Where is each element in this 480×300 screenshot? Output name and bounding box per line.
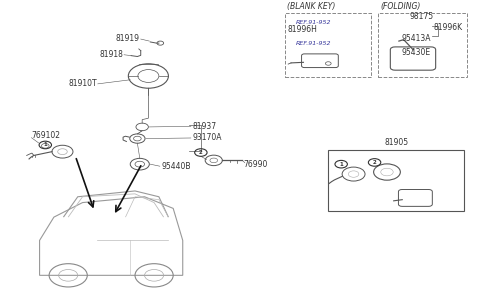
- Text: 81905: 81905: [384, 138, 408, 147]
- Text: 93170A: 93170A: [192, 134, 222, 142]
- Text: (FOLDING): (FOLDING): [380, 2, 420, 11]
- Text: 95413A: 95413A: [401, 34, 431, 43]
- Text: 81996K: 81996K: [433, 23, 462, 32]
- Text: 98175: 98175: [409, 12, 433, 21]
- Text: 1: 1: [43, 142, 47, 148]
- Text: (BLANK KEY): (BLANK KEY): [287, 2, 336, 11]
- Text: 81996H: 81996H: [287, 25, 317, 34]
- Text: 2: 2: [199, 150, 203, 155]
- Text: 95430E: 95430E: [401, 48, 431, 57]
- Text: REF.91-952: REF.91-952: [296, 41, 331, 46]
- Text: 1: 1: [339, 162, 343, 167]
- Text: 769102: 769102: [32, 131, 60, 140]
- Text: 95440B: 95440B: [161, 162, 191, 171]
- Text: 81918: 81918: [99, 50, 123, 59]
- Text: REF.91-952: REF.91-952: [296, 20, 331, 25]
- Text: 81937: 81937: [192, 122, 216, 131]
- Text: 81919: 81919: [116, 34, 140, 43]
- Text: 2: 2: [372, 160, 376, 165]
- Text: 76990: 76990: [244, 160, 268, 169]
- Text: 81910T: 81910T: [68, 80, 97, 88]
